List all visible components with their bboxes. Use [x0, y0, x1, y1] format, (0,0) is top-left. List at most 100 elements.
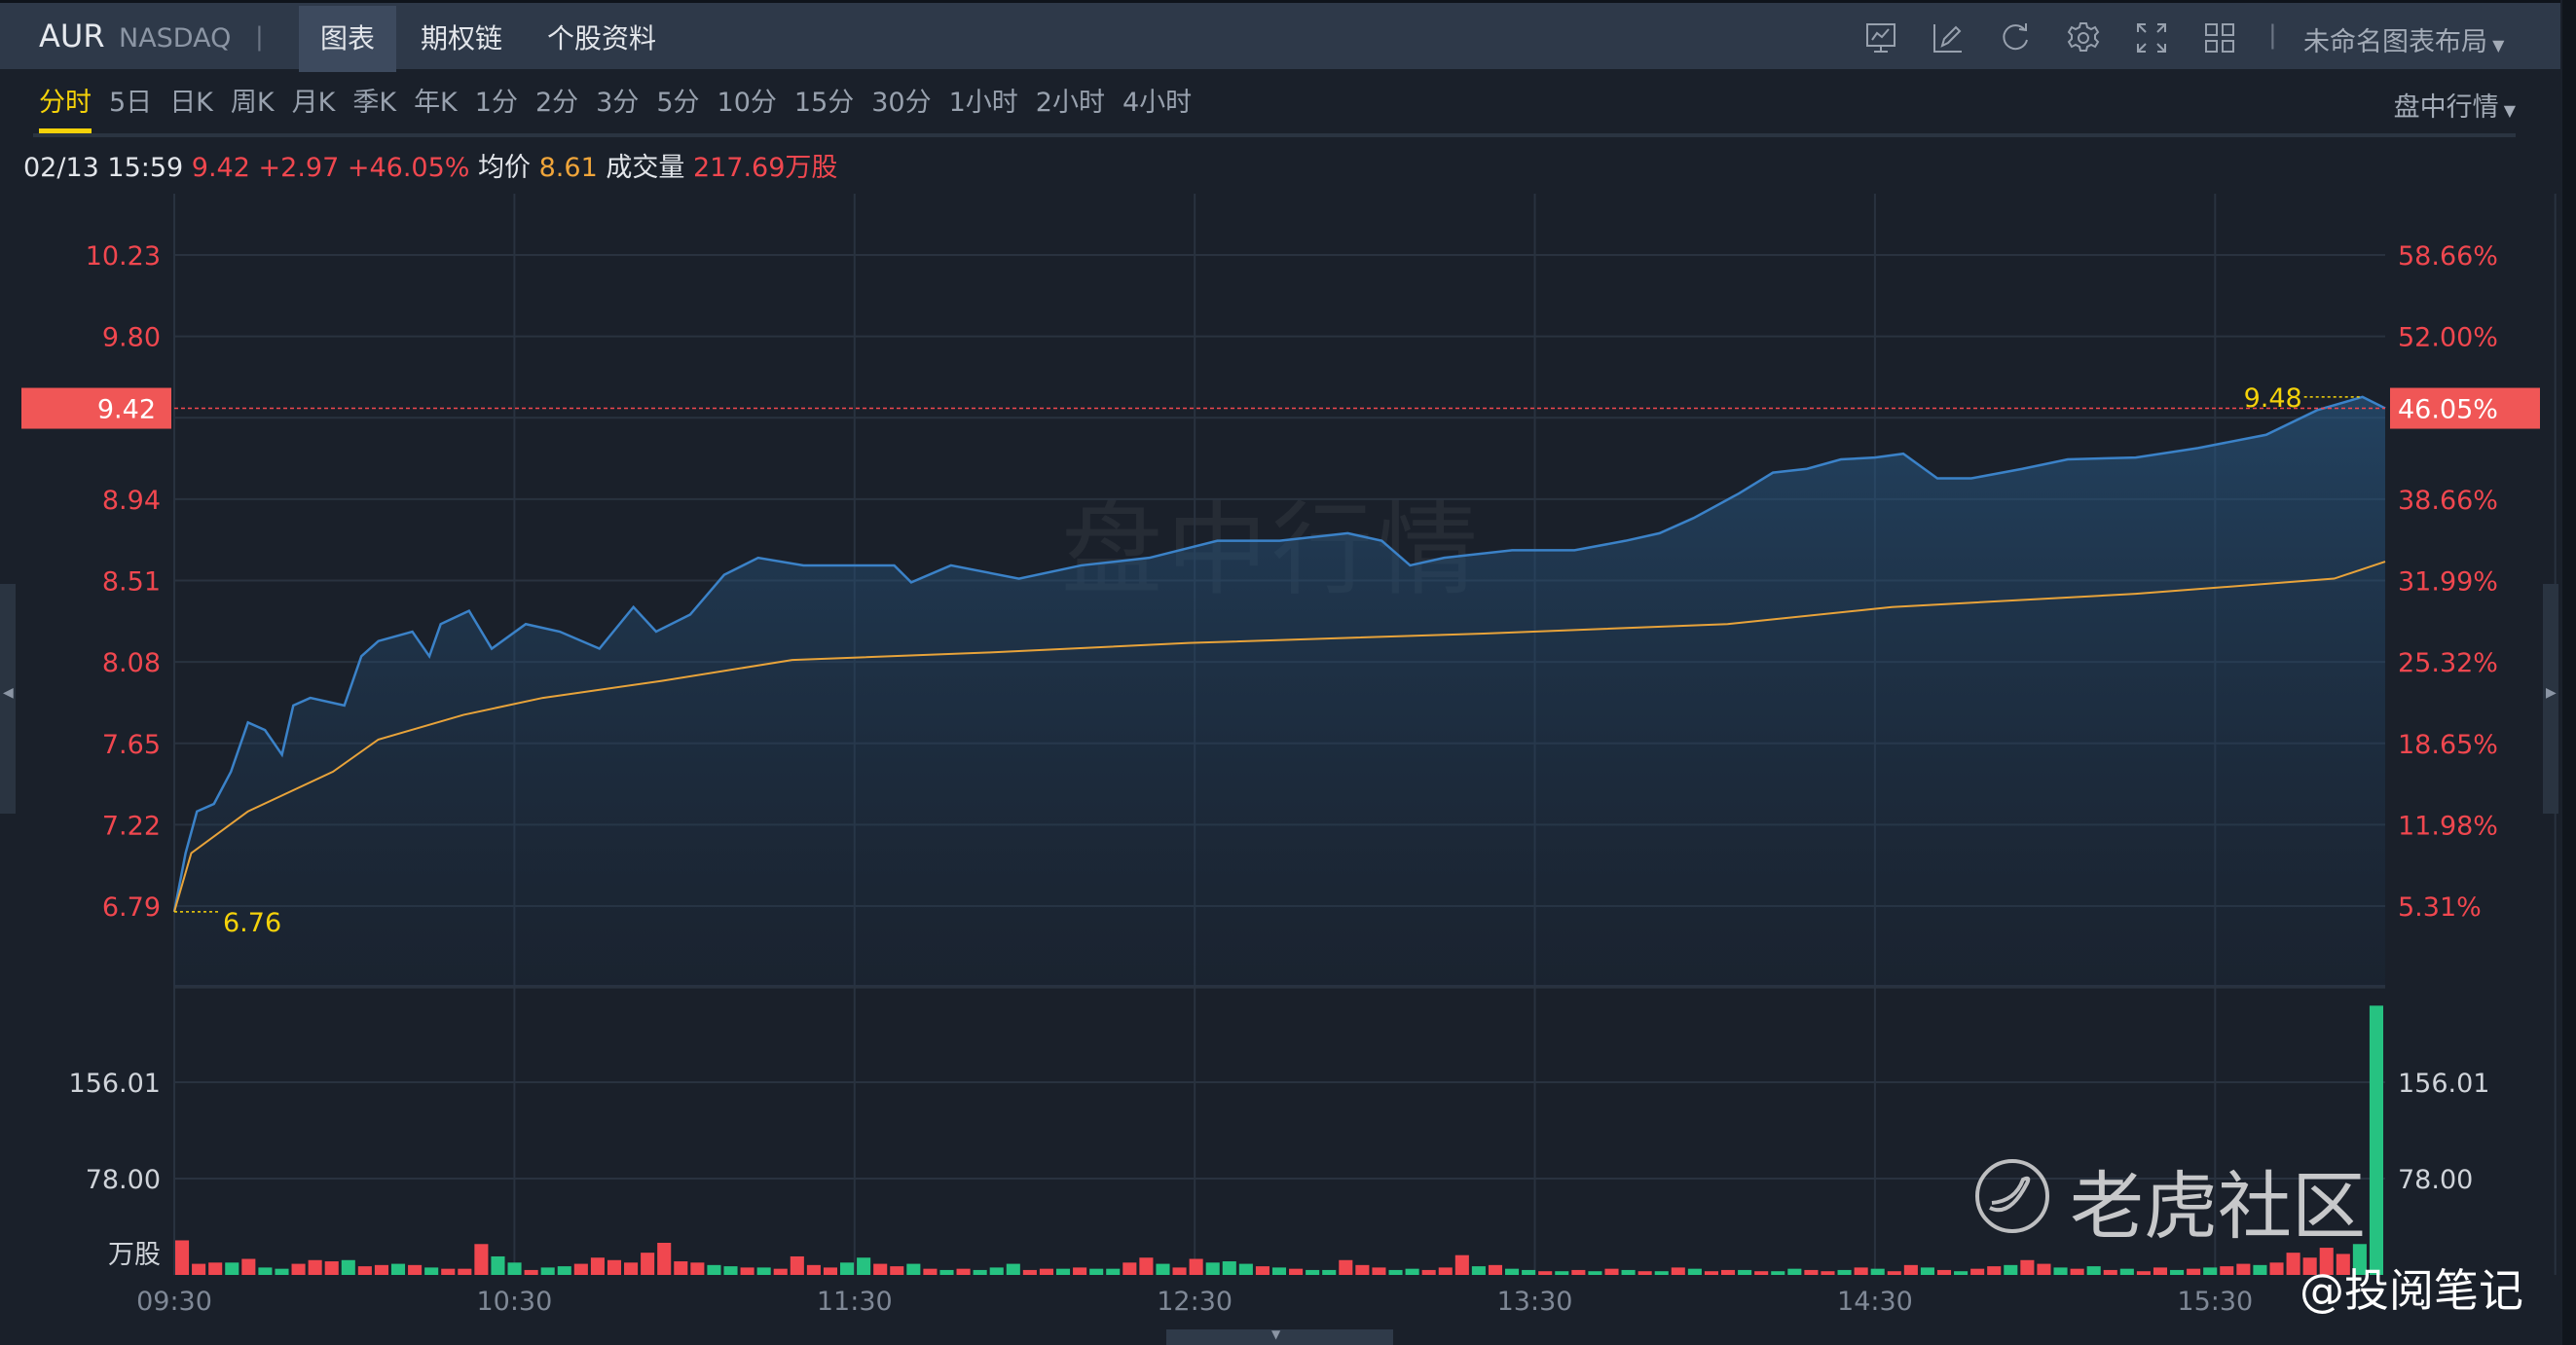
volume-bar: [674, 1261, 688, 1275]
period-tab[interactable]: 4小时: [1122, 88, 1193, 118]
volume-bar: [2286, 1253, 2300, 1275]
period-tab[interactable]: 5日: [109, 88, 153, 118]
time-tick-label: 13:30: [1497, 1287, 1573, 1317]
volume-bar: [341, 1259, 355, 1275]
volume-bar: [1205, 1262, 1220, 1275]
current-pct-tag: [2390, 387, 2540, 429]
grid-layout-icon[interactable]: [2202, 20, 2237, 55]
current-pct-tag-text: 46.05%: [2398, 395, 2498, 425]
tab-chart[interactable]: 图表: [299, 6, 397, 72]
right-panel-toggle[interactable]: ▶: [2543, 584, 2558, 814]
volume-bar: [1903, 1264, 1918, 1275]
scrollbar[interactable]: [2562, 0, 2576, 1345]
period-tab[interactable]: 10分: [717, 88, 777, 118]
volume-bar: [1039, 1268, 1053, 1275]
time-tick-label: 15:30: [2177, 1287, 2253, 1317]
volume-bar: [2253, 1264, 2267, 1275]
volume-bar: [1538, 1271, 1553, 1275]
indicator-chart-icon[interactable]: [1863, 20, 1898, 55]
volume-bar: [2187, 1268, 2201, 1275]
price-tick-label: 7.22: [102, 811, 161, 841]
period-tab[interactable]: 5分: [656, 88, 700, 118]
volume-bar: [1638, 1271, 1652, 1275]
period-tab[interactable]: 周K: [230, 88, 275, 118]
volume-bar: [540, 1267, 555, 1275]
period-tab[interactable]: 日K: [169, 88, 213, 118]
volume-value: 217.69万股: [692, 153, 838, 183]
price-tick-label: 8.94: [102, 486, 161, 516]
volume-bar: [1588, 1271, 1602, 1275]
period-tab[interactable]: 1小时: [948, 88, 1018, 118]
tab-options-chain[interactable]: 期权链: [421, 22, 503, 55]
volume-bar: [823, 1267, 838, 1275]
volume-bar: [1089, 1268, 1104, 1275]
draw-pencil-icon[interactable]: [1931, 20, 1966, 55]
bottom-panel-handle[interactable]: ▼: [1166, 1327, 1393, 1345]
refresh-icon[interactable]: [1998, 20, 2033, 55]
volume-bar: [1322, 1269, 1337, 1275]
time-tick-label: 09:30: [136, 1287, 212, 1317]
price-tick-label: 9.80: [102, 323, 161, 353]
volume-bar: [573, 1263, 588, 1275]
volume-bar: [1488, 1264, 1503, 1275]
period-tab[interactable]: 1分: [474, 88, 518, 118]
pct-tick-label: 58.66%: [2398, 241, 2498, 272]
period-tab[interactable]: 15分: [793, 88, 855, 118]
pct-tick-label: 38.66%: [2398, 486, 2498, 516]
volume-tick-label: 156.01: [2398, 1069, 2489, 1099]
price-tick-label: 10.23: [86, 241, 161, 272]
volume-bar: [1306, 1269, 1320, 1275]
volume-bar: [790, 1255, 804, 1275]
price-tick-label: 7.65: [102, 730, 161, 760]
period-tab[interactable]: 2分: [534, 88, 579, 118]
pct-tick-label: 11.98%: [2398, 811, 2498, 841]
volume-bar: [1704, 1271, 1718, 1275]
gear-icon[interactable]: [2066, 20, 2101, 55]
session-mode-dropdown[interactable]: 盘中行情 ▼: [2394, 86, 2516, 124]
volume-bar: [2086, 1266, 2101, 1275]
volume-bar: [1987, 1266, 2002, 1275]
layout-dropdown[interactable]: 未命名图表布局 ▼: [2303, 20, 2504, 58]
volume-bar: [1754, 1271, 1769, 1275]
volume-bar: [275, 1268, 289, 1275]
time-tick-label: 11:30: [817, 1287, 893, 1317]
quote-change: +2.97: [258, 153, 340, 183]
volume-bar: [208, 1262, 223, 1275]
volume-bar: [1022, 1269, 1037, 1275]
period-tab[interactable]: 月K: [291, 88, 336, 118]
period-tab[interactable]: 3分: [596, 88, 640, 118]
volume-bar: [641, 1253, 655, 1275]
period-tab[interactable]: 2小时: [1035, 88, 1105, 118]
period-tab[interactable]: 分时: [39, 82, 92, 134]
top-bar: AUR NASDAQ | 图表 期权链 个股资料 | 未命名图表布局 ▼: [0, 0, 2560, 72]
volume-bar: [374, 1264, 388, 1275]
pct-tick-label: 18.65%: [2398, 730, 2498, 760]
caret-left-icon: ◀: [3, 685, 14, 701]
quote-datetime: 02/13 15:59: [23, 153, 184, 183]
volume-bar: [2170, 1269, 2185, 1275]
volume-bar: [474, 1244, 489, 1275]
period-tab[interactable]: 季K: [352, 88, 397, 118]
volume-bar: [308, 1259, 322, 1275]
volume-bar: [1771, 1271, 1785, 1275]
volume-bar: [491, 1255, 505, 1275]
volume-bar: [1355, 1264, 1370, 1275]
current-price-tag: [21, 387, 171, 429]
fullscreen-icon[interactable]: [2134, 20, 2169, 55]
volume-bar: [1156, 1263, 1170, 1275]
volume-bar: [1954, 1271, 1969, 1275]
period-tab[interactable]: 年K: [414, 88, 458, 118]
volume-bar: [756, 1267, 771, 1275]
volume-bar: [2004, 1264, 2018, 1275]
volume-bar: [1920, 1267, 1934, 1275]
left-panel-toggle[interactable]: ◀: [0, 584, 16, 814]
volume-bar: [390, 1263, 406, 1275]
volume-bar: [1073, 1267, 1087, 1275]
volume-bar: [773, 1268, 788, 1275]
period-tab[interactable]: 30分: [871, 88, 932, 118]
quote-price: 9.42: [191, 153, 250, 183]
tab-stock-profile[interactable]: 个股资料: [547, 22, 657, 55]
volume-bar: [2070, 1268, 2084, 1275]
price-tick-label: 8.08: [102, 648, 161, 678]
